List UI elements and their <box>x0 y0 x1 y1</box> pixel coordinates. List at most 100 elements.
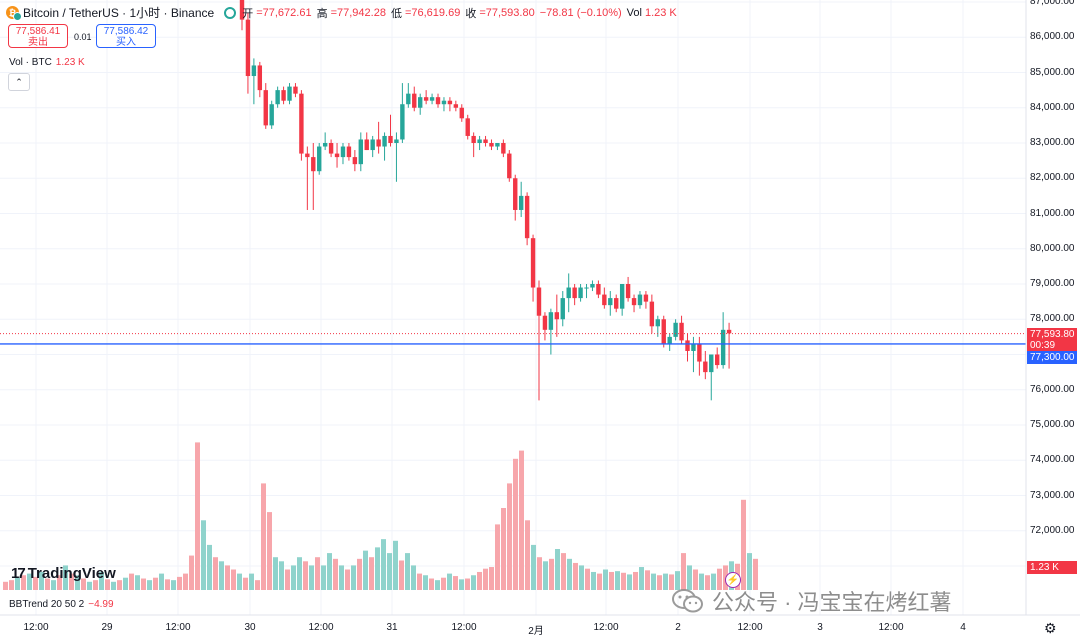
volume-bar <box>201 520 206 590</box>
tradingview-logo-icon: 17 <box>11 565 26 582</box>
candle <box>275 86 280 108</box>
candle <box>364 132 369 151</box>
price-axis-label: 87,000.00 <box>1030 0 1075 7</box>
candle <box>239 0 245 31</box>
price-axis-label: 85,000.00 <box>1030 66 1075 78</box>
flash-icon[interactable]: ⚡ <box>725 572 741 588</box>
candle <box>542 312 548 341</box>
volume-legend[interactable]: Vol · BTC 1.23 K <box>9 57 85 68</box>
volume-bar <box>681 553 686 590</box>
volume-bar <box>549 558 554 590</box>
candle <box>673 319 678 341</box>
candle <box>667 333 672 351</box>
volume-bar <box>177 576 182 590</box>
volume-bar <box>429 578 434 590</box>
candle <box>566 273 571 313</box>
candle <box>352 150 358 172</box>
price-axis-label: 83,000.00 <box>1030 137 1075 148</box>
volume-bar <box>465 578 470 590</box>
candle <box>340 143 346 165</box>
watermark-text: 公众号 · 冯宝宝在烤红薯 <box>712 590 952 615</box>
candle <box>317 143 322 175</box>
settings-gear-icon[interactable]: ⚙ <box>1044 620 1057 636</box>
candle <box>513 174 518 221</box>
close-label: 收 <box>465 7 477 20</box>
candle <box>548 308 554 355</box>
volume-bar <box>657 575 662 590</box>
volume-bar <box>363 550 368 590</box>
candle <box>435 93 441 108</box>
volume-bar <box>615 571 620 590</box>
price-axis-label: 84,000.00 <box>1030 101 1075 113</box>
volume-bar <box>579 565 584 590</box>
open-value: =77,672.61 <box>256 6 312 19</box>
candle <box>530 234 536 302</box>
volume-bar <box>459 579 464 590</box>
volume-bar <box>261 483 266 590</box>
volume-bar <box>369 557 374 590</box>
volume-bar <box>339 565 344 590</box>
volume-bar <box>477 571 482 590</box>
time-axis-label: 4 <box>960 622 966 633</box>
volume-bar <box>375 547 380 590</box>
buy-button[interactable]: 77,586.42 买入 <box>96 24 156 48</box>
candle <box>406 83 411 108</box>
candle <box>423 90 429 105</box>
volume-bar <box>267 512 272 590</box>
price-axis-label: 79,000.00 <box>1030 278 1075 289</box>
candle <box>685 333 690 362</box>
candle <box>358 132 363 172</box>
candle <box>720 312 726 369</box>
volume-bar <box>651 573 656 590</box>
volume-bar <box>141 578 146 590</box>
time-axis-label: 2 <box>675 622 681 633</box>
volume-bar <box>111 581 116 590</box>
bbtrend-legend[interactable]: BBTrend 20 50 2 −4.99 <box>9 599 114 610</box>
volume-bar <box>609 571 614 590</box>
candle <box>703 350 708 380</box>
volume-bar <box>423 575 428 590</box>
volume-bar <box>219 561 224 590</box>
symbol-title[interactable]: Bitcoin / TetherUS · 1小时 · Binance <box>23 6 215 20</box>
volume-bar <box>57 575 62 590</box>
watermark: 公众号 · 冯宝宝在烤红薯 <box>672 585 952 617</box>
volume-bar <box>21 575 26 590</box>
vol-value: 1.23 K <box>644 6 677 19</box>
volume-bar <box>183 573 188 590</box>
chevron-up-icon: ⌃ <box>15 76 23 87</box>
candle <box>590 280 595 292</box>
candle <box>489 139 494 151</box>
price-axis-label: 74,000.00 <box>1030 454 1075 466</box>
volume-bar <box>705 575 710 590</box>
volume-bar <box>69 573 74 590</box>
volume-bar <box>333 558 338 590</box>
buy-price: 77,586.42 <box>103 26 149 37</box>
horizontal-line-price-tag[interactable]: 77,300.00 <box>1027 351 1077 364</box>
volume-bar <box>675 571 680 590</box>
candle <box>471 132 476 158</box>
volume-bar <box>717 568 722 590</box>
volume-bar <box>45 578 50 590</box>
candle <box>269 100 274 129</box>
volume-bar <box>483 568 488 590</box>
volume-bar <box>441 577 446 590</box>
tradingview-logo[interactable]: 17 TradingView <box>11 565 116 582</box>
candle <box>501 139 506 158</box>
volume-bar <box>93 580 98 590</box>
volume-bar <box>585 568 590 590</box>
collapse-button[interactable]: ⌃ <box>8 73 30 91</box>
volume-bar <box>537 557 542 590</box>
time-axis-label: 3 <box>817 622 823 633</box>
volume-bar <box>531 544 536 590</box>
volume-bar <box>99 571 104 590</box>
time-axis-label: 12:00 <box>165 622 191 633</box>
last-price: 77,593.80 <box>1030 329 1075 340</box>
sell-button[interactable]: 77,586.41 卖出 <box>8 24 68 48</box>
candle <box>536 280 542 401</box>
candle <box>679 315 684 344</box>
volume-bar <box>555 549 560 590</box>
candle <box>305 146 310 210</box>
candle <box>453 100 459 112</box>
candle <box>287 83 292 105</box>
